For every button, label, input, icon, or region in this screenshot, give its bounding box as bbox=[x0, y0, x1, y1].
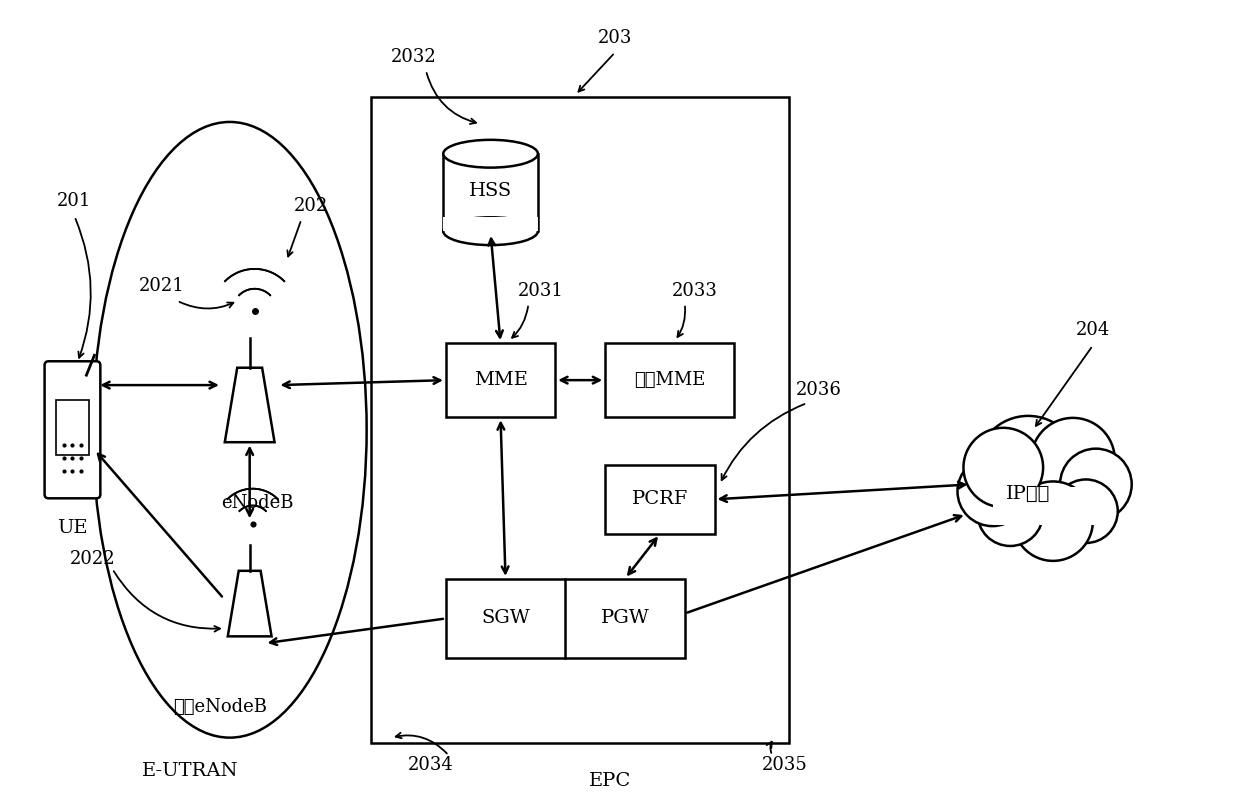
Text: 2035: 2035 bbox=[761, 756, 807, 775]
Ellipse shape bbox=[443, 217, 538, 245]
Circle shape bbox=[976, 416, 1080, 519]
Text: MME: MME bbox=[474, 371, 527, 389]
Text: 其它eNodeB: 其它eNodeB bbox=[172, 698, 267, 716]
Text: 203: 203 bbox=[598, 29, 632, 46]
Text: PCRF: PCRF bbox=[631, 490, 688, 509]
Text: 2032: 2032 bbox=[391, 48, 436, 66]
Text: 2031: 2031 bbox=[517, 282, 563, 300]
FancyBboxPatch shape bbox=[56, 400, 89, 455]
Text: 201: 201 bbox=[57, 192, 92, 211]
FancyBboxPatch shape bbox=[993, 487, 1097, 525]
Text: HSS: HSS bbox=[469, 183, 512, 200]
FancyBboxPatch shape bbox=[605, 343, 734, 417]
Text: IP业务: IP业务 bbox=[1006, 485, 1050, 503]
Text: 204: 204 bbox=[1076, 321, 1110, 340]
Circle shape bbox=[977, 481, 1043, 546]
Circle shape bbox=[1060, 449, 1132, 520]
Text: 2022: 2022 bbox=[69, 550, 115, 568]
Circle shape bbox=[957, 457, 1027, 526]
Text: 2034: 2034 bbox=[408, 756, 454, 775]
Circle shape bbox=[963, 428, 1043, 507]
FancyBboxPatch shape bbox=[443, 154, 538, 231]
FancyBboxPatch shape bbox=[45, 361, 100, 498]
Text: 2033: 2033 bbox=[672, 282, 718, 300]
Ellipse shape bbox=[443, 140, 538, 167]
Text: eNodeB: eNodeB bbox=[222, 494, 294, 513]
FancyBboxPatch shape bbox=[605, 465, 714, 534]
Text: 2036: 2036 bbox=[796, 381, 842, 399]
Text: EPC: EPC bbox=[589, 772, 631, 791]
Polygon shape bbox=[224, 368, 274, 442]
Text: E-UTRAN: E-UTRAN bbox=[141, 763, 238, 780]
Text: PGW: PGW bbox=[600, 610, 650, 627]
FancyBboxPatch shape bbox=[443, 217, 538, 231]
Circle shape bbox=[1013, 481, 1092, 561]
FancyBboxPatch shape bbox=[446, 579, 684, 658]
Text: 202: 202 bbox=[294, 197, 329, 215]
Text: 2021: 2021 bbox=[139, 277, 185, 295]
Circle shape bbox=[1032, 418, 1115, 501]
Polygon shape bbox=[228, 571, 272, 636]
Text: SGW: SGW bbox=[481, 610, 529, 627]
FancyBboxPatch shape bbox=[371, 97, 789, 743]
Text: 其它MME: 其它MME bbox=[634, 371, 706, 389]
Text: UE: UE bbox=[57, 519, 88, 537]
FancyBboxPatch shape bbox=[446, 343, 556, 417]
Circle shape bbox=[1054, 480, 1117, 543]
